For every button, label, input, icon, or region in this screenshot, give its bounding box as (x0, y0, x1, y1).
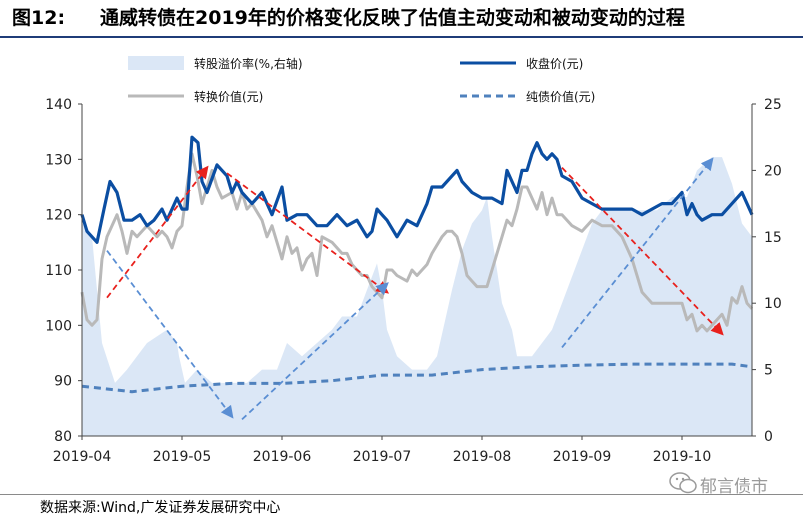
x-tick-label: 2019-04 (53, 449, 112, 465)
x-tick-label: 2019-06 (253, 449, 312, 465)
y-right-tick-label: 25 (764, 97, 782, 113)
legend-swatch-premium (128, 56, 184, 70)
watermark: 郁言债市 (668, 470, 798, 498)
blue-trend-arrow (241, 282, 389, 421)
y-left-tick-label: 100 (45, 318, 72, 334)
legend-label: 转换价值(元) (194, 89, 263, 104)
watermark-text: 郁言债市 (700, 477, 768, 497)
y-right-tick-label: 0 (764, 429, 773, 445)
figure-title-text: 通威转债在2019年的价格变化反映了估值主动变动和被动变动的过程 (100, 7, 685, 29)
conversion-value-line (80, 152, 754, 333)
y-left-tick-label: 120 (45, 208, 72, 224)
chart: 80 90 100 110 120 130 140 0 5 10 15 20 25 2019-04 2019… (45, 56, 782, 465)
premium-rate-area (82, 157, 752, 436)
y-right-tick-label: 10 (764, 296, 782, 312)
y-left-tick-label: 80 (54, 429, 72, 445)
bottom-rule (0, 494, 803, 495)
figure-number: 图12: (12, 7, 66, 29)
blue-trend-arrow (561, 157, 714, 349)
y-right-tick-label: 5 (764, 363, 773, 379)
x-tick-label: 2019-07 (353, 449, 412, 465)
y-right-tick-label: 20 (764, 163, 782, 179)
y-left-tick-label: 140 (45, 97, 72, 113)
y-left-tick-label: 130 (45, 152, 72, 168)
source-note: 数据来源:Wind,广发证券发展研究中心 (40, 500, 281, 516)
red-trend-arrow (561, 167, 724, 336)
close-price-line (80, 135, 754, 244)
blue-trend-arrow (106, 250, 234, 419)
bond-value-line (81, 362, 753, 394)
title-rule (0, 36, 803, 38)
legend-label: 转股溢价率(%,右轴) (194, 56, 303, 71)
y-left-tick-label: 90 (54, 374, 72, 390)
x-tick-label: 2019-08 (453, 449, 512, 465)
red-trend-arrow (226, 172, 390, 294)
x-tick-label: 2019-09 (553, 449, 612, 465)
x-tick-label: 2019-05 (153, 449, 212, 465)
legend-label: 纯债价值(元) (526, 89, 595, 104)
legend-label: 收盘价(元) (526, 56, 583, 71)
red-trend-arrow (106, 165, 209, 299)
y-left-tick-label: 110 (45, 263, 72, 279)
x-tick-label: 2019-10 (653, 449, 712, 465)
y-right-tick-label: 15 (764, 230, 782, 246)
wechat-logo-icon (669, 472, 697, 494)
figure-title: 图12: 通威转债在2019年的价格变化反映了估值主动变动和被动变动的过程 (0, 0, 803, 36)
